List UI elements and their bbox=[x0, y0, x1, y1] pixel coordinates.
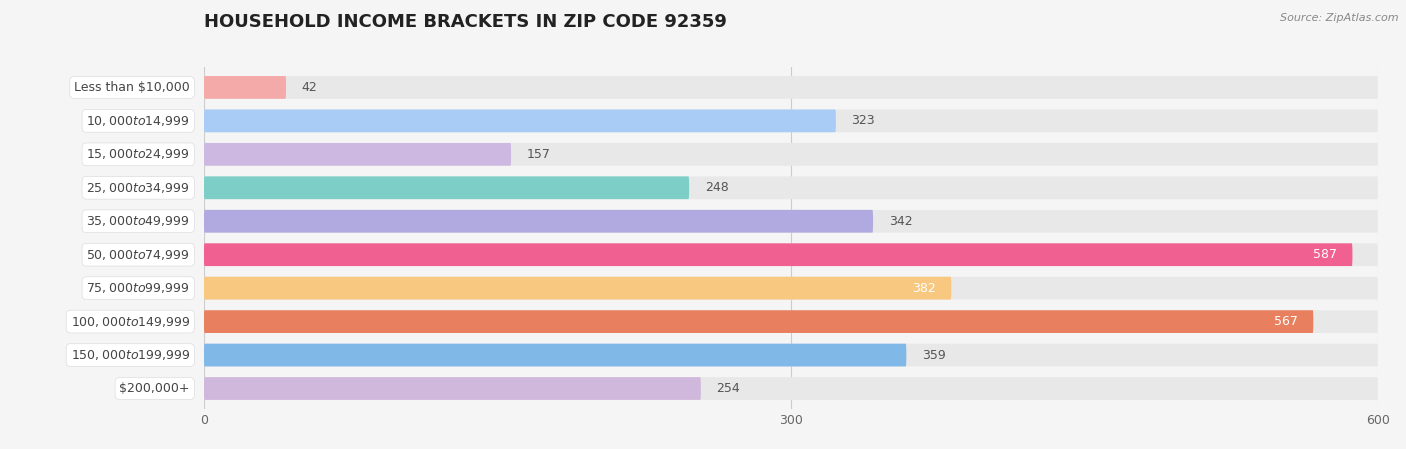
FancyBboxPatch shape bbox=[204, 110, 1378, 132]
FancyBboxPatch shape bbox=[204, 377, 1378, 400]
Text: 157: 157 bbox=[527, 148, 551, 161]
Text: 323: 323 bbox=[852, 114, 875, 128]
Text: 254: 254 bbox=[717, 382, 741, 395]
FancyBboxPatch shape bbox=[204, 243, 1353, 266]
Text: 342: 342 bbox=[889, 215, 912, 228]
FancyBboxPatch shape bbox=[204, 210, 873, 233]
Text: 587: 587 bbox=[1313, 248, 1337, 261]
Text: $25,000 to $34,999: $25,000 to $34,999 bbox=[87, 181, 190, 195]
FancyBboxPatch shape bbox=[204, 176, 1378, 199]
Text: $200,000+: $200,000+ bbox=[120, 382, 190, 395]
FancyBboxPatch shape bbox=[204, 277, 952, 299]
FancyBboxPatch shape bbox=[204, 343, 1378, 366]
Text: $75,000 to $99,999: $75,000 to $99,999 bbox=[87, 281, 190, 295]
Text: 382: 382 bbox=[912, 282, 935, 295]
Text: $10,000 to $14,999: $10,000 to $14,999 bbox=[87, 114, 190, 128]
FancyBboxPatch shape bbox=[204, 76, 1378, 99]
Text: $35,000 to $49,999: $35,000 to $49,999 bbox=[87, 214, 190, 228]
FancyBboxPatch shape bbox=[204, 243, 1378, 266]
Text: 248: 248 bbox=[704, 181, 728, 194]
Text: 359: 359 bbox=[922, 348, 946, 361]
Text: HOUSEHOLD INCOME BRACKETS IN ZIP CODE 92359: HOUSEHOLD INCOME BRACKETS IN ZIP CODE 92… bbox=[204, 13, 727, 31]
FancyBboxPatch shape bbox=[204, 210, 1378, 233]
Text: 567: 567 bbox=[1274, 315, 1298, 328]
Text: Source: ZipAtlas.com: Source: ZipAtlas.com bbox=[1281, 13, 1399, 23]
FancyBboxPatch shape bbox=[204, 377, 700, 400]
Text: $100,000 to $149,999: $100,000 to $149,999 bbox=[70, 315, 190, 329]
FancyBboxPatch shape bbox=[204, 110, 837, 132]
FancyBboxPatch shape bbox=[204, 76, 285, 99]
FancyBboxPatch shape bbox=[204, 277, 1378, 299]
FancyBboxPatch shape bbox=[204, 343, 907, 366]
FancyBboxPatch shape bbox=[204, 310, 1378, 333]
FancyBboxPatch shape bbox=[204, 310, 1313, 333]
Text: Less than $10,000: Less than $10,000 bbox=[75, 81, 190, 94]
Text: $150,000 to $199,999: $150,000 to $199,999 bbox=[70, 348, 190, 362]
FancyBboxPatch shape bbox=[204, 143, 1378, 166]
FancyBboxPatch shape bbox=[204, 143, 510, 166]
Text: $50,000 to $74,999: $50,000 to $74,999 bbox=[87, 248, 190, 262]
FancyBboxPatch shape bbox=[204, 176, 689, 199]
Text: $15,000 to $24,999: $15,000 to $24,999 bbox=[87, 147, 190, 161]
Text: 42: 42 bbox=[302, 81, 318, 94]
